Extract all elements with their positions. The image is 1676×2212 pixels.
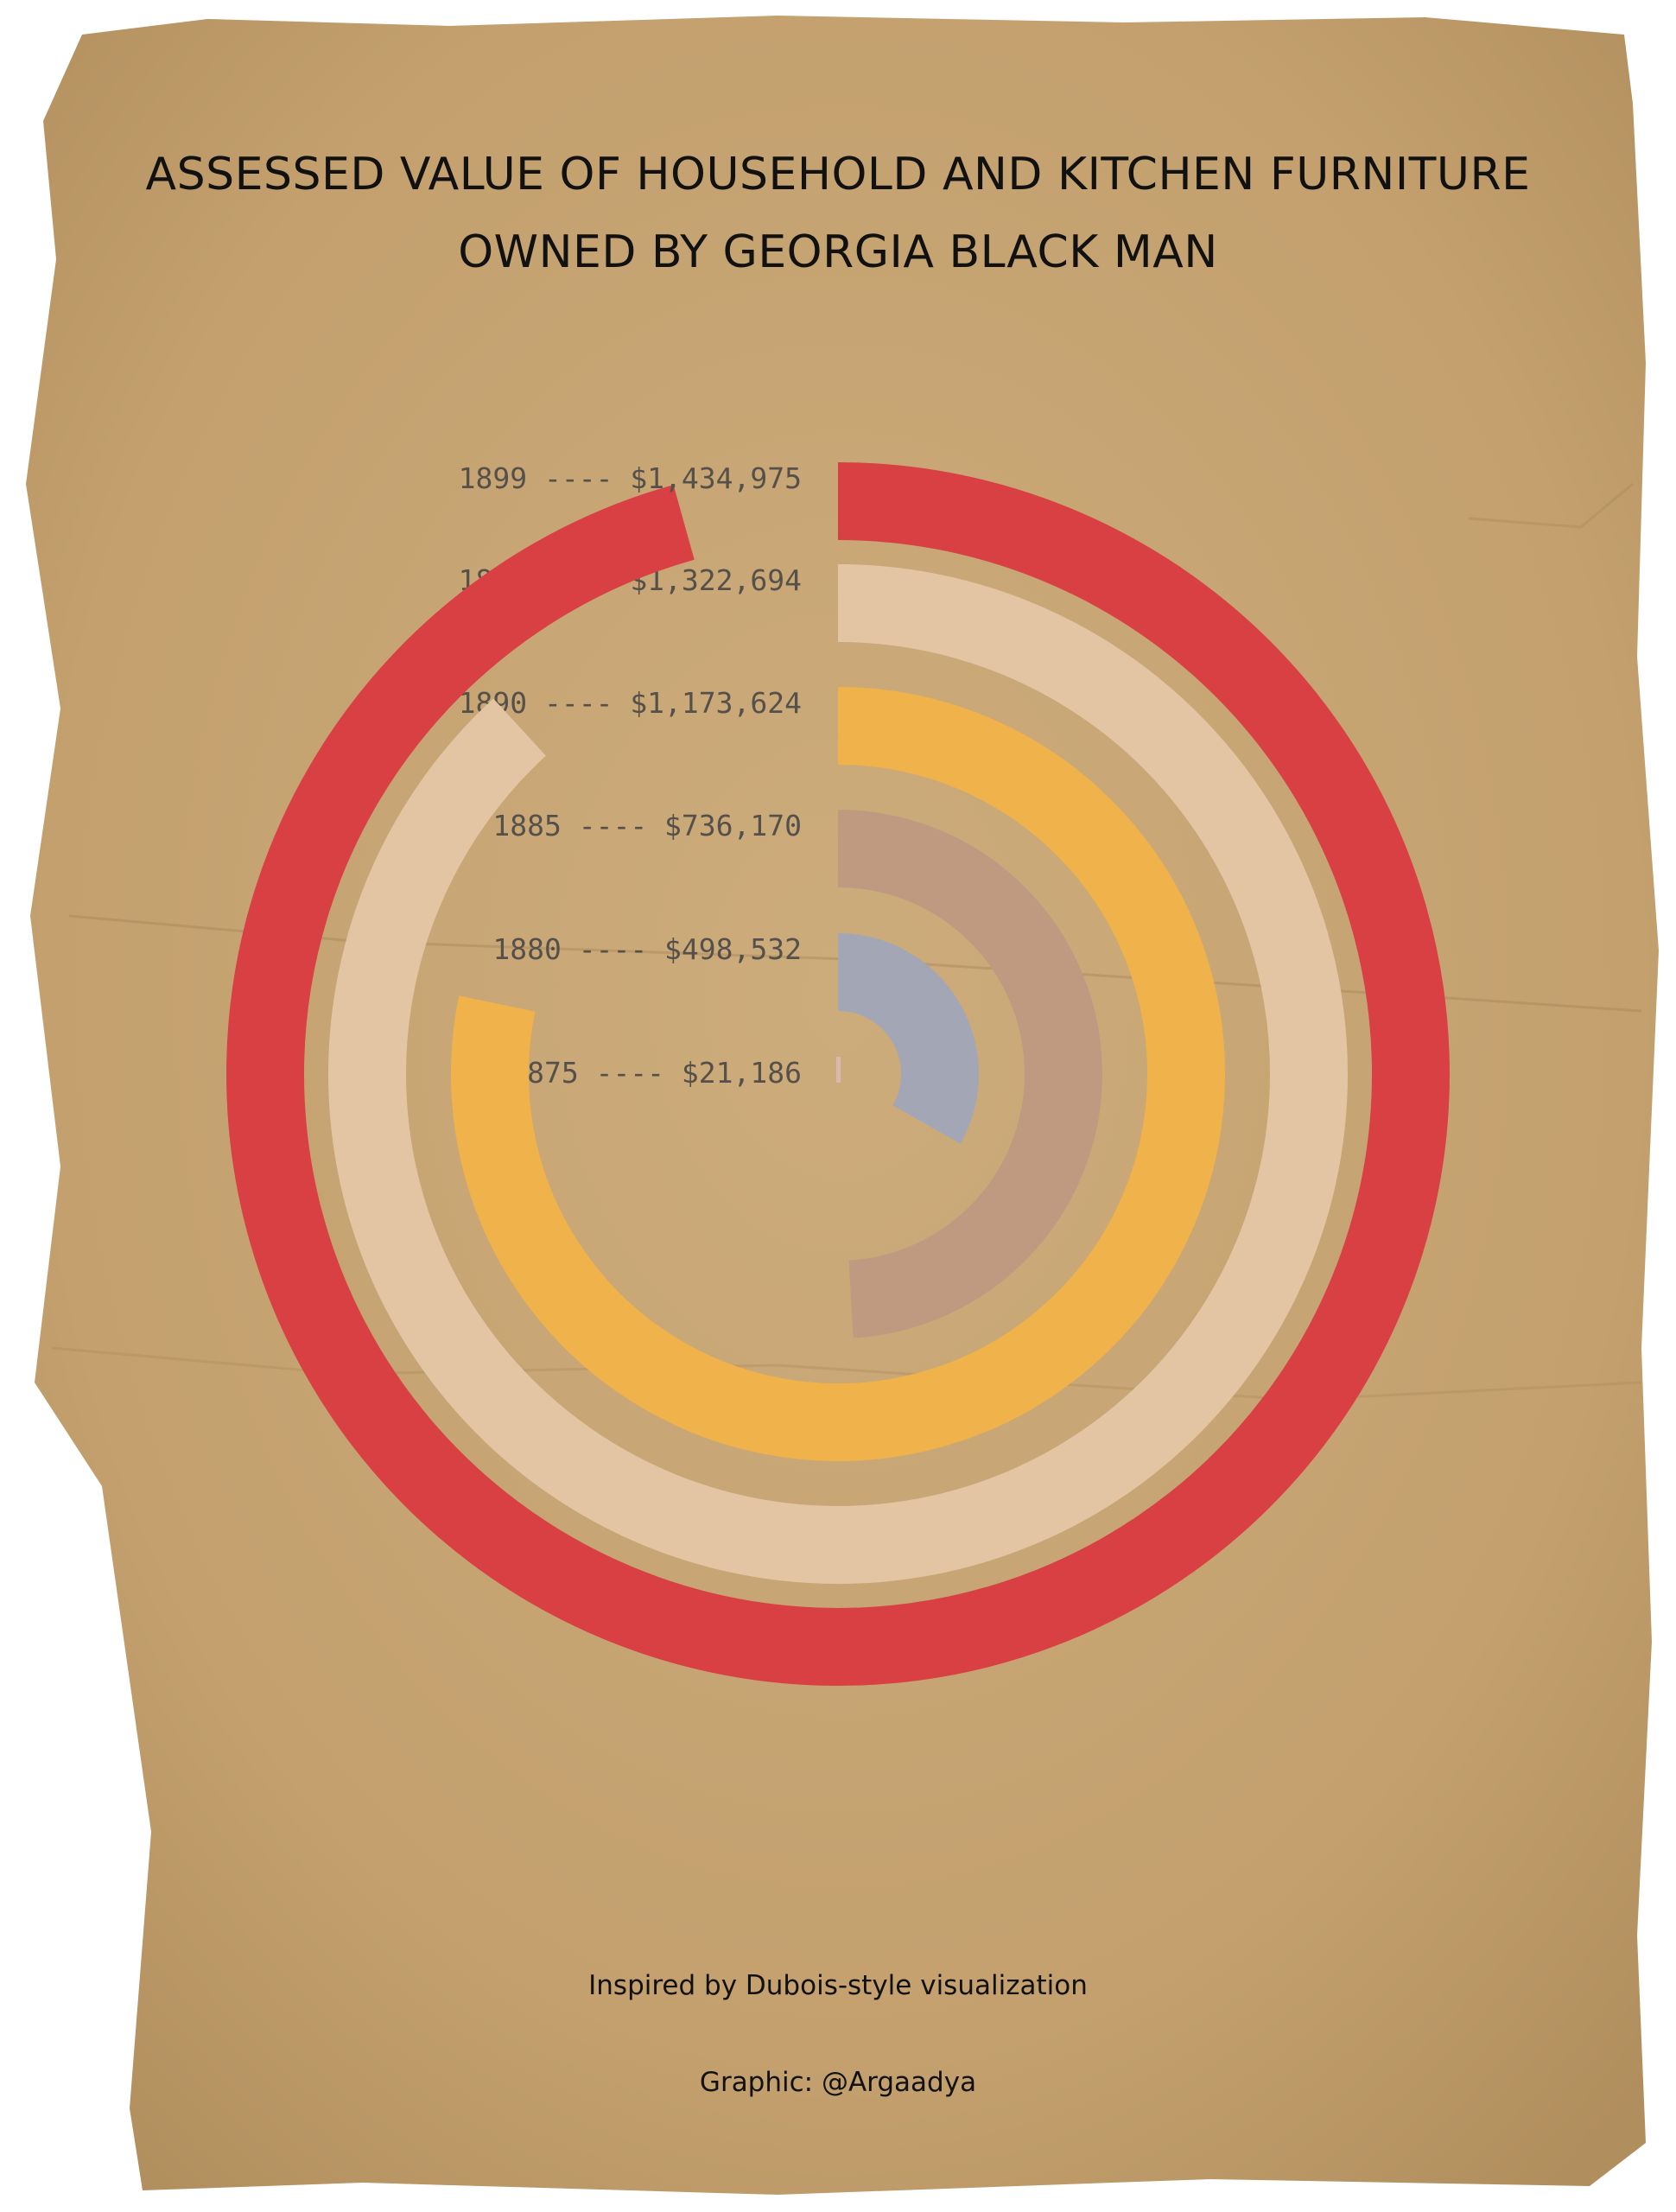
credit-graphic: Graphic: @Argaadya <box>699 2067 977 2098</box>
ring-label-1899: 1899 ---- $1,434,975 <box>459 461 802 495</box>
ring-label-1880: 1880 ---- $498,532 <box>492 932 802 966</box>
chart-title-line-2: OWNED BY GEORGIA BLACK MAN <box>458 226 1218 278</box>
paper-crease <box>1468 482 1634 529</box>
credit-inspired: Inspired by Dubois-style visualization <box>588 1970 1088 2001</box>
ring-label-1875: 1875 ---- $21,186 <box>510 1056 802 1090</box>
ring-1899 <box>226 462 1450 1686</box>
ring-label-1885: 1885 ---- $736,170 <box>492 809 802 842</box>
ring-label-1890: 1890 ---- $1,173,624 <box>459 686 802 720</box>
ring-1890 <box>451 687 1225 1461</box>
chart-title-line-1: ASSESSED VALUE OF HOUSEHOLD AND KITCHEN … <box>145 149 1531 200</box>
ring-1895 <box>328 564 1348 1584</box>
ring-1885 <box>837 810 1102 1338</box>
ring-1880 <box>836 933 979 1144</box>
paper-crease <box>51 1346 1642 1402</box>
paper-sheet <box>26 16 1659 2195</box>
ring-1875 <box>836 1057 841 1083</box>
